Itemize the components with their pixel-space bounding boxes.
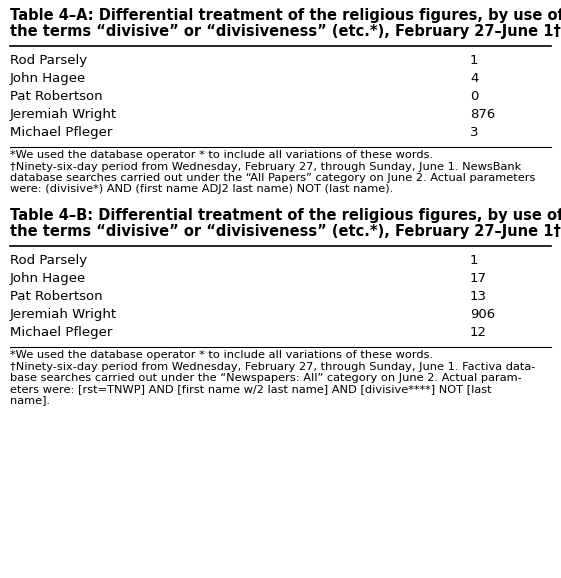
Text: 17: 17 (470, 272, 487, 285)
Text: Pat Robertson: Pat Robertson (10, 290, 103, 303)
Text: Rod Parsely: Rod Parsely (10, 54, 87, 67)
Text: 0: 0 (470, 90, 479, 103)
Text: †Ninety-six-day period from Wednesday, February 27, through Sunday, June 1. Fact: †Ninety-six-day period from Wednesday, F… (10, 362, 535, 372)
Text: Table 4–A: Differential treatment of the religious figures, by use of: Table 4–A: Differential treatment of the… (10, 8, 561, 23)
Text: 1: 1 (470, 254, 479, 267)
Text: Pat Robertson: Pat Robertson (10, 90, 103, 103)
Text: 3: 3 (470, 126, 479, 139)
Text: John Hagee: John Hagee (10, 72, 86, 85)
Text: *We used the database operator * to include all variations of these words.: *We used the database operator * to incl… (10, 350, 433, 360)
Text: the terms “divisive” or “divisiveness” (etc.*), February 27–June 1†: the terms “divisive” or “divisiveness” (… (10, 224, 561, 239)
Text: Jeremiah Wright: Jeremiah Wright (10, 108, 117, 121)
Text: eters were: [rst=TNWP] AND [first name w/2 last name] AND [divisive****] NOT [la: eters were: [rst=TNWP] AND [first name w… (10, 384, 491, 394)
Text: †Ninety-six-day period from Wednesday, February 27, through Sunday, June 1. News: †Ninety-six-day period from Wednesday, F… (10, 162, 521, 172)
Text: 906: 906 (470, 308, 495, 321)
Text: Rod Parsely: Rod Parsely (10, 254, 87, 267)
Text: John Hagee: John Hagee (10, 272, 86, 285)
Text: the terms “divisive” or “divisiveness” (etc.*), February 27–June 1†: the terms “divisive” or “divisiveness” (… (10, 24, 561, 39)
Text: 13: 13 (470, 290, 487, 303)
Text: 876: 876 (470, 108, 495, 121)
Text: database searches carried out under the “All Papers” category on June 2. Actual : database searches carried out under the … (10, 173, 535, 183)
Text: were: (divisive*) AND (first name ADJ2 last name) NOT (last name).: were: (divisive*) AND (first name ADJ2 l… (10, 184, 393, 194)
Text: 12: 12 (470, 326, 487, 339)
Text: *We used the database operator * to include all variations of these words.: *We used the database operator * to incl… (10, 150, 433, 160)
Text: Table 4–B: Differential treatment of the religious figures, by use of: Table 4–B: Differential treatment of the… (10, 208, 561, 223)
Text: 1: 1 (470, 54, 479, 67)
Text: base searches carried out under the “Newspapers: All” category on June 2. Actual: base searches carried out under the “New… (10, 373, 522, 383)
Text: Michael Pfleger: Michael Pfleger (10, 126, 112, 139)
Text: Michael Pfleger: Michael Pfleger (10, 326, 112, 339)
Text: 4: 4 (470, 72, 479, 85)
Text: Jeremiah Wright: Jeremiah Wright (10, 308, 117, 321)
Text: name].: name]. (10, 395, 50, 405)
